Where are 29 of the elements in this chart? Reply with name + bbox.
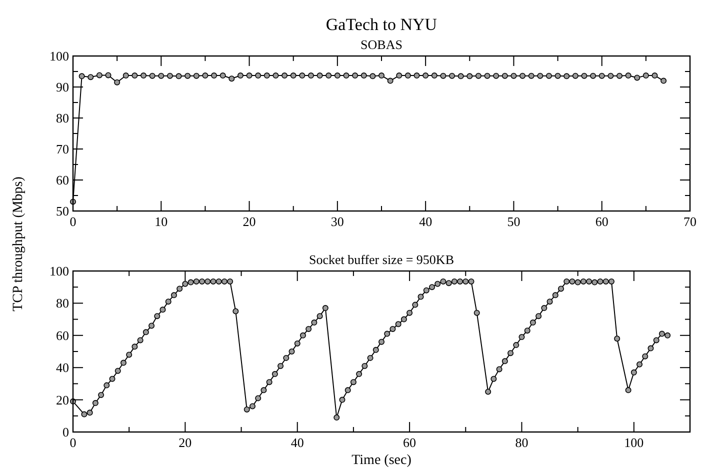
y-tick-label: 90	[56, 80, 69, 94]
chart-title: GaTech to NYU	[326, 15, 438, 34]
x-tick-label: 50	[507, 214, 520, 229]
chart-subtitle: SOBAS	[360, 37, 402, 52]
x-tick-label: 60	[403, 435, 416, 450]
y-tick-label: 40	[56, 360, 69, 376]
x-tick-label: 40	[290, 435, 304, 450]
chart-title: Socket buffer size = 950KB	[308, 252, 454, 267]
y-tick-label: 0	[62, 424, 69, 440]
x-tick-label: 60	[595, 214, 608, 229]
x-tick-label: 40	[419, 214, 432, 229]
x-tick-label: 10	[154, 214, 168, 229]
x-axis-title: Time (sec)	[352, 453, 412, 468]
x-tick-label: 70	[684, 214, 696, 229]
x-tick-label: 20	[242, 214, 256, 229]
y-tick-label: 100	[50, 264, 69, 278]
y-tick-label: 70	[56, 142, 69, 156]
x-tick-label: 100	[624, 435, 644, 450]
y-axis-title: TCP throughput (Mbps)	[11, 176, 26, 312]
y-tick-label: 20	[56, 392, 69, 408]
x-tick-label: 80	[515, 435, 528, 450]
y-tick-label: 60	[56, 328, 69, 343]
y-tick-label: 100	[50, 48, 69, 64]
y-tick-label: 80	[56, 110, 69, 126]
x-tick-label: 30	[330, 214, 344, 229]
y-tick-label: 60	[56, 172, 69, 188]
y-tick-label: 50	[56, 204, 69, 218]
x-tick-label: 20	[178, 435, 192, 450]
y-tick-label: 80	[56, 296, 69, 311]
